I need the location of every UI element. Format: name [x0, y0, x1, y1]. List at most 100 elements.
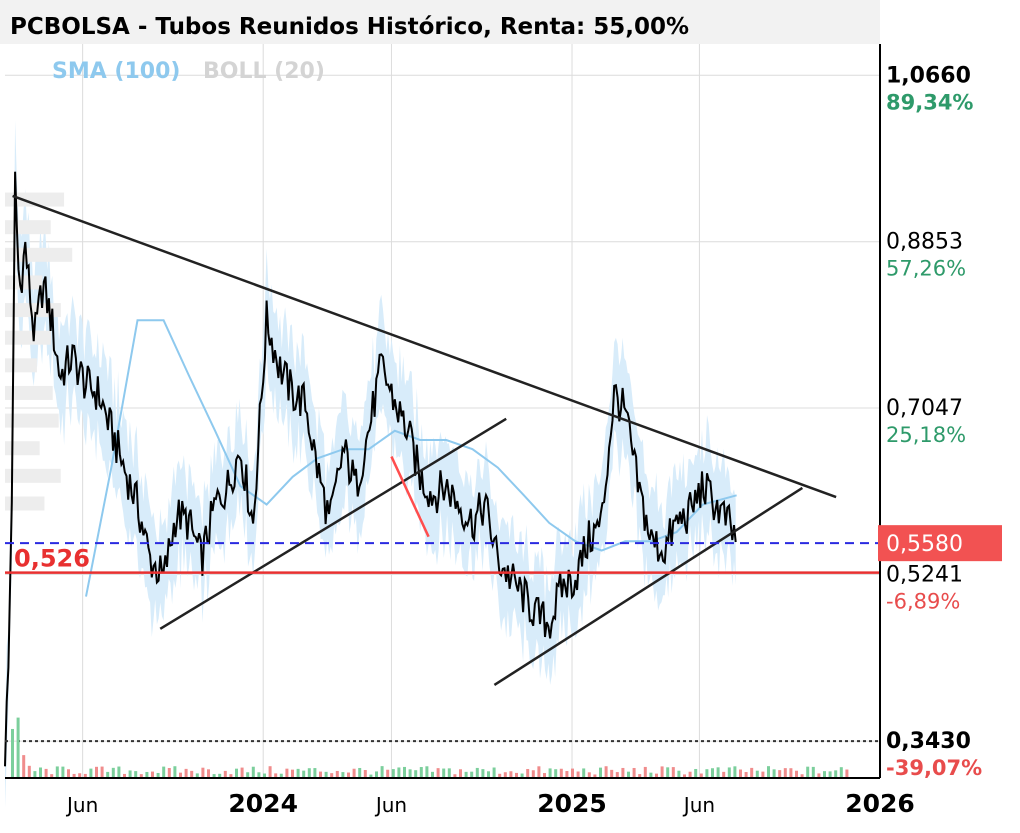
volume-bar [436, 768, 440, 778]
volume-bar [548, 768, 552, 778]
volume-bar [414, 770, 418, 778]
volume-bar [699, 773, 703, 778]
trend-lines [12, 194, 837, 687]
volume-bar [705, 769, 709, 778]
volume-bar [111, 767, 115, 778]
volume-bar [302, 770, 306, 778]
bollinger-band [5, 120, 736, 808]
volume-bar [750, 767, 754, 778]
volume-bar [778, 770, 782, 778]
price-series [4, 171, 737, 767]
volume-bar [229, 774, 233, 778]
x-tick-label: Jun [374, 793, 407, 817]
volume-bar [823, 771, 826, 778]
volume-bar [783, 768, 787, 778]
volume-bar [498, 773, 502, 778]
volume-bar [520, 773, 524, 778]
volume-bar [839, 767, 843, 778]
volume-bar [817, 773, 821, 778]
volume-profile-bar [5, 247, 73, 262]
volume-bar [134, 771, 138, 778]
volume-bar [358, 767, 362, 778]
volume-bar [845, 769, 849, 778]
y-pct-label: 89,34% [886, 90, 973, 114]
volume-bar [78, 773, 82, 778]
volume-bar [593, 774, 597, 778]
horizontal-levels: 0,526 [5, 542, 880, 743]
volume-bar [621, 767, 625, 778]
volume-bar [296, 768, 300, 778]
volume-bar [487, 771, 490, 778]
volume-bar [195, 773, 199, 778]
y-tick-label: 0,5241 [886, 562, 963, 587]
volume-bar [380, 766, 384, 778]
volume-bar [767, 766, 770, 778]
y-pct-label: 25,18% [886, 423, 966, 447]
volume-bar [610, 769, 614, 778]
volume-bar [173, 766, 177, 778]
volume-bar [795, 770, 798, 778]
volume-bar [711, 768, 714, 778]
volume-profile-bar [5, 275, 43, 290]
volume-bar [179, 772, 182, 778]
volume-bar [67, 769, 70, 778]
volume-bar [106, 771, 110, 778]
volume-bar [279, 773, 283, 778]
volume-bar [683, 774, 686, 778]
volume-bar [330, 773, 334, 778]
volume-bar [207, 769, 210, 778]
volume-bar [554, 769, 558, 778]
volume-bar [464, 771, 468, 778]
legend-sma: SMA (100) [52, 59, 180, 84]
volume-bar [694, 768, 698, 778]
volume-bar [655, 773, 658, 778]
volume-bar [16, 717, 20, 778]
volume-bar [789, 768, 793, 778]
volume-bar [604, 766, 608, 778]
volume-bar [587, 772, 591, 778]
grid [5, 44, 881, 778]
volume-bar [95, 766, 98, 778]
volume-bar [599, 767, 602, 778]
y-tick-label: 0,7047 [886, 396, 963, 421]
volume-bar [627, 771, 630, 778]
volume-bar [537, 766, 541, 778]
volume-bar [459, 769, 462, 778]
volume-bar [291, 769, 294, 778]
volume-bar [117, 766, 121, 778]
volume-bar [666, 767, 670, 778]
volume-bar [475, 767, 479, 778]
volume-bar [800, 774, 804, 778]
volume-bar [828, 771, 832, 778]
volume-profile-bar [5, 496, 45, 511]
volume-bar [285, 768, 289, 778]
volume-bar [571, 768, 574, 778]
x-tick-label: 2024 [228, 789, 298, 818]
volume-bar [27, 765, 31, 778]
chart-title: PCBOLSA - Tubos Reunidos Histórico, Rent… [10, 14, 689, 40]
volume-bar [251, 766, 255, 778]
downtrend-marker-line [390, 456, 430, 538]
volume-bar [263, 773, 266, 778]
volume-bar [722, 771, 726, 778]
volume-profile-bar [5, 358, 37, 373]
volume-bar [727, 767, 731, 778]
x-tick-label: Jun [65, 793, 98, 817]
volume-bar [515, 772, 518, 778]
volume-bar [218, 773, 222, 778]
volume-bar [531, 770, 535, 778]
volume-bar [369, 774, 373, 778]
volume-bar [397, 767, 401, 778]
volume-bar [503, 772, 507, 778]
volume-bar [811, 766, 815, 778]
volume-bar [72, 773, 76, 778]
volume-bar [442, 768, 446, 778]
current-price-tag [878, 525, 1002, 562]
volume-bar [582, 768, 586, 778]
volume-bar [492, 767, 496, 778]
volume-bar [190, 770, 194, 778]
volume-bar [671, 767, 675, 778]
